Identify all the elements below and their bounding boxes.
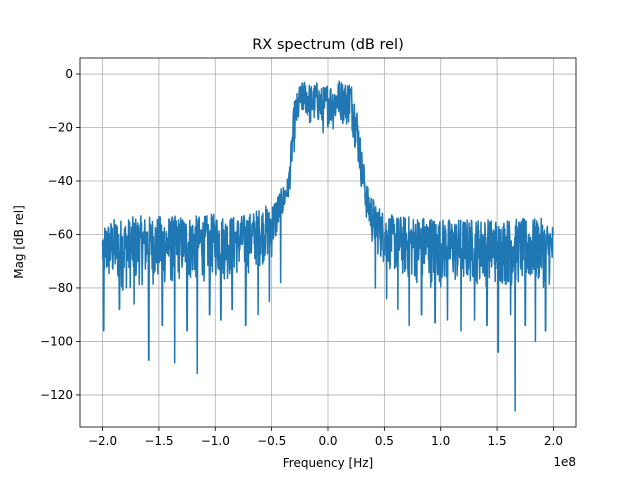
y-tick-label: −20 (48, 121, 73, 135)
x-axis-label: Frequency [Hz] (283, 456, 374, 470)
x-tick-label: 1.5 (488, 434, 507, 448)
y-tick-label: 0 (65, 67, 73, 81)
x-tick-label: 2.0 (544, 434, 563, 448)
y-tick-label: −120 (40, 388, 73, 402)
x-tick-label: 0.0 (318, 434, 337, 448)
spectrum-line (101, 80, 554, 412)
y-axis-label: Mag [dB rel] (12, 205, 26, 279)
y-tick-label: −100 (40, 334, 73, 348)
x-tick-label: 1.0 (431, 434, 450, 448)
x-axis-offset-label: 1e8 (553, 455, 576, 469)
y-axis-ticks: 0 −20 −40 −60 −80 −100 −120 (40, 67, 80, 402)
x-tick-label: −1.5 (144, 434, 173, 448)
x-tick-label: −2.0 (88, 434, 117, 448)
y-tick-label: −40 (48, 174, 73, 188)
chart-title: RX spectrum (dB rel) (252, 37, 404, 53)
y-tick-label: −80 (48, 281, 73, 295)
x-tick-label: 0.5 (375, 434, 394, 448)
x-tick-label: −1.0 (201, 434, 230, 448)
x-tick-label: −0.5 (257, 434, 286, 448)
y-tick-label: −60 (48, 227, 73, 241)
data-series (101, 80, 554, 412)
x-axis-ticks: −2.0 −1.5 −1.0 −0.5 0.0 0.5 1.0 1.5 2.0 (88, 427, 563, 448)
